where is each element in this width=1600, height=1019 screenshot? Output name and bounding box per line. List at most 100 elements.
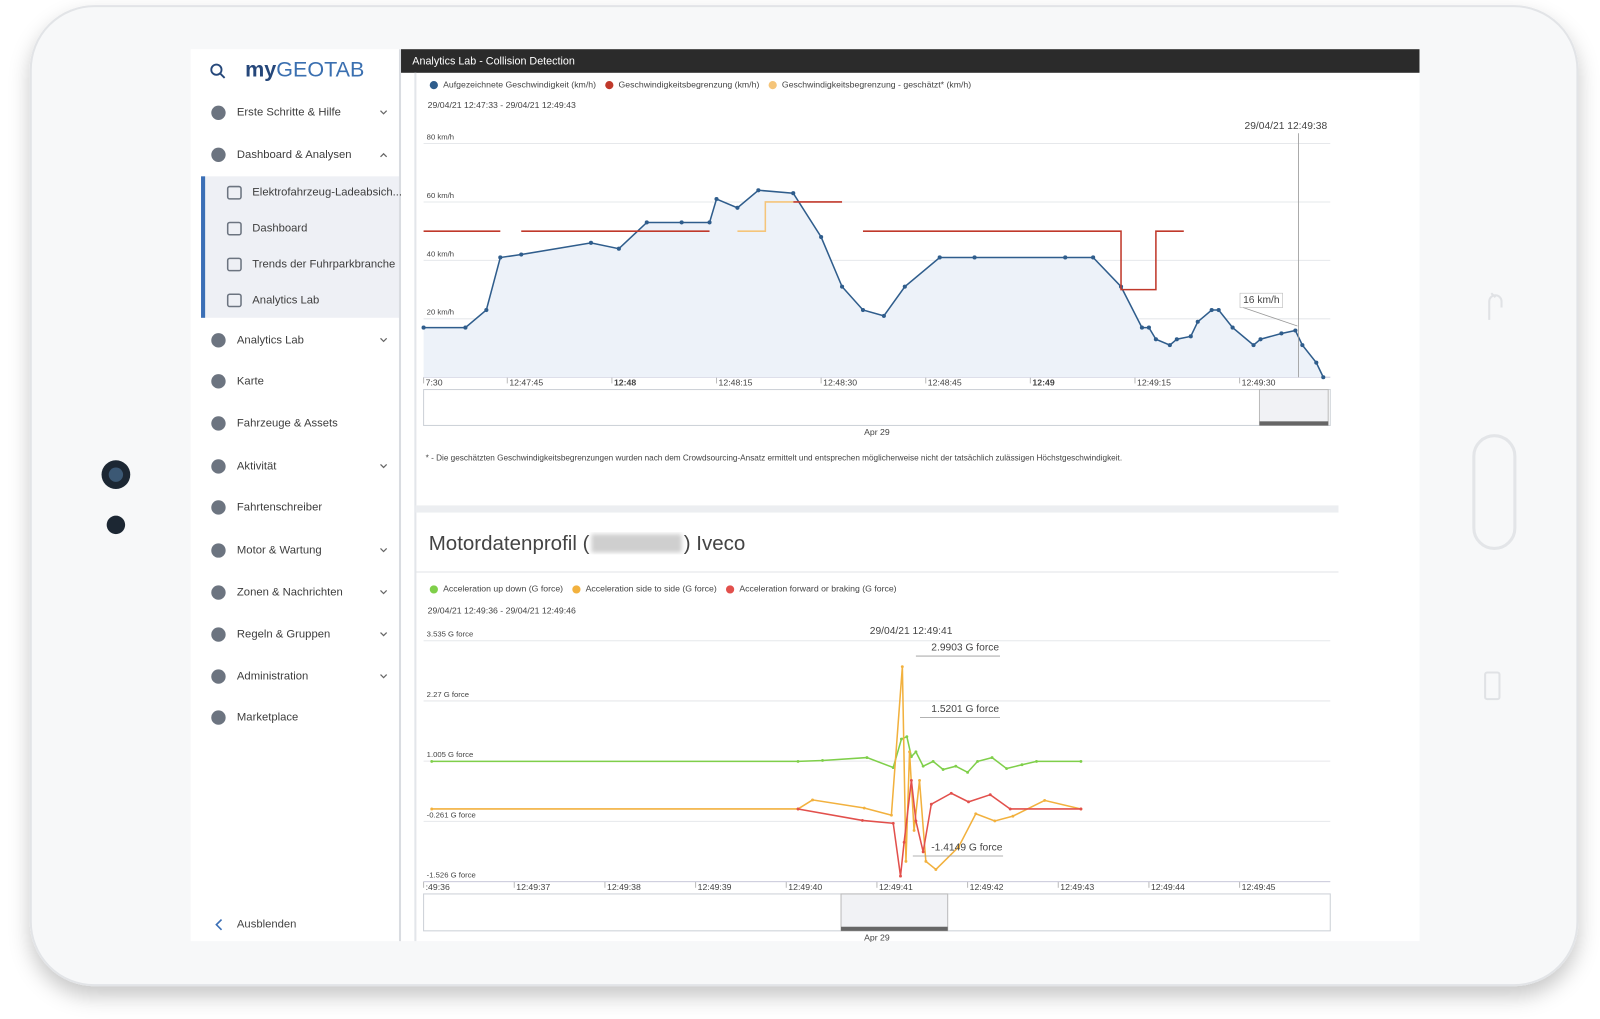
nav-subitem[interactable]: Elektrofahrzeug-Ladeabsich...	[252, 187, 402, 199]
data-point[interactable]	[811, 798, 814, 802]
data-point[interactable]	[905, 735, 909, 739]
nav-item[interactable]: Motor & Wartung	[237, 544, 322, 556]
data-point[interactable]	[976, 759, 979, 763]
data-point[interactable]	[941, 768, 945, 771]
data-point[interactable]	[908, 750, 911, 754]
data-point[interactable]	[1230, 325, 1235, 330]
data-point[interactable]	[904, 859, 908, 863]
data-point[interactable]	[840, 284, 845, 289]
home-button[interactable]	[1472, 434, 1517, 550]
nav-item[interactable]: Karte	[237, 375, 264, 387]
data-point[interactable]	[912, 828, 916, 832]
data-point[interactable]	[1188, 334, 1193, 339]
nav-item[interactable]: Zonen & Nachrichten	[237, 587, 343, 599]
data-point[interactable]	[1139, 325, 1144, 330]
data-point[interactable]	[924, 859, 928, 863]
data-point[interactable]	[914, 750, 918, 754]
data-point[interactable]	[1079, 807, 1083, 811]
data-point[interactable]	[1251, 343, 1256, 348]
data-point[interactable]	[519, 252, 524, 257]
nav-subitem[interactable]: Analytics Lab	[252, 294, 319, 306]
data-point[interactable]	[865, 756, 869, 760]
data-point[interactable]	[881, 313, 886, 318]
data-point[interactable]	[1314, 360, 1319, 365]
data-point[interactable]	[1005, 767, 1009, 770]
data-point[interactable]	[1008, 807, 1012, 811]
data-point[interactable]	[900, 665, 904, 669]
data-point[interactable]	[967, 800, 970, 804]
data-point[interactable]	[891, 766, 895, 770]
data-point[interactable]	[860, 308, 866, 313]
nav-item[interactable]: Dashboard & Analysen	[237, 149, 352, 161]
data-point[interactable]	[1079, 759, 1083, 763]
nav-item[interactable]: Fahrzeuge & Assets	[237, 417, 338, 429]
data-point[interactable]	[929, 802, 933, 806]
data-point[interactable]	[821, 759, 824, 762]
nav-subitem[interactable]: Dashboard	[252, 223, 307, 235]
data-point[interactable]	[957, 845, 960, 849]
data-point[interactable]	[1035, 759, 1038, 763]
nav-item[interactable]: Marketplace	[237, 712, 298, 724]
data-point[interactable]	[1293, 328, 1298, 333]
legend-label[interactable]: Aufgezeichnete Geschwindigkeit (km/h)	[443, 79, 596, 89]
data-point[interactable]	[796, 807, 800, 811]
data-point[interactable]	[791, 191, 796, 196]
data-point[interactable]	[899, 874, 902, 878]
data-point[interactable]	[909, 755, 913, 759]
data-point[interactable]	[463, 325, 468, 330]
data-point[interactable]	[993, 819, 997, 823]
data-point[interactable]	[974, 812, 978, 816]
data-point[interactable]	[588, 240, 594, 245]
data-point[interactable]	[891, 821, 895, 825]
data-point[interactable]	[1209, 308, 1214, 313]
data-point[interactable]	[937, 255, 942, 260]
data-point[interactable]	[966, 770, 970, 774]
data-point[interactable]	[735, 205, 740, 210]
data-point[interactable]	[679, 220, 684, 225]
data-point[interactable]	[1063, 255, 1068, 260]
data-point[interactable]	[1091, 255, 1096, 260]
legend-label[interactable]: Geschwindigkeitsbegrenzung - geschätzt* …	[782, 79, 971, 89]
data-point[interactable]	[921, 850, 925, 854]
data-point[interactable]	[1216, 308, 1221, 313]
data-point[interactable]	[988, 793, 992, 797]
data-point[interactable]	[902, 840, 906, 844]
data-point[interactable]	[918, 778, 921, 782]
search-icon[interactable]	[210, 63, 223, 76]
data-point[interactable]	[1146, 325, 1151, 330]
data-point[interactable]	[862, 806, 866, 810]
data-point[interactable]	[1011, 814, 1015, 818]
data-point[interactable]	[902, 284, 907, 289]
data-point[interactable]	[644, 220, 649, 225]
data-point[interactable]	[498, 255, 503, 260]
data-point[interactable]	[714, 196, 719, 202]
recent-icon[interactable]	[1484, 671, 1501, 701]
data-point[interactable]	[1321, 375, 1326, 380]
collapse-button[interactable]: Ausblenden	[237, 919, 297, 931]
data-point[interactable]	[756, 188, 761, 193]
data-point[interactable]	[1043, 798, 1047, 802]
data-point[interactable]	[934, 868, 938, 871]
data-point[interactable]	[889, 813, 893, 817]
data-point[interactable]	[921, 764, 925, 768]
data-point[interactable]	[949, 791, 953, 795]
data-point[interactable]	[430, 759, 434, 763]
data-point[interactable]	[796, 759, 800, 763]
data-point[interactable]	[909, 778, 913, 782]
nav-item[interactable]: Regeln & Gruppen	[237, 629, 330, 641]
legend-label[interactable]: Geschwindigkeitsbegrenzung (km/h)	[619, 79, 760, 89]
data-point[interactable]	[430, 807, 434, 811]
data-point[interactable]	[707, 220, 712, 225]
data-point[interactable]	[954, 764, 958, 768]
nav-item[interactable]: Analytics Lab	[237, 334, 304, 346]
legend-label[interactable]: Acceleration side to side (G force)	[586, 584, 717, 594]
data-point[interactable]	[1153, 337, 1158, 342]
legend-label[interactable]: Acceleration forward or braking (G force…	[739, 584, 896, 594]
data-point[interactable]	[972, 255, 977, 260]
data-point[interactable]	[616, 246, 621, 251]
data-point[interactable]	[1300, 343, 1305, 348]
legend-label[interactable]: Acceleration up down (G force)	[443, 584, 563, 594]
nav-item[interactable]: Administration	[237, 671, 308, 683]
nav-item[interactable]: Erste Schritte & Hilfe	[237, 107, 341, 119]
data-point[interactable]	[1258, 337, 1263, 342]
